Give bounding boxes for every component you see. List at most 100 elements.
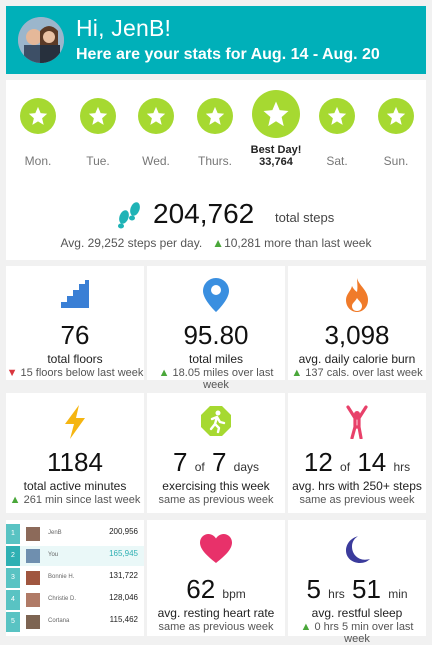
up-arrow-icon: ▲ bbox=[300, 621, 315, 633]
map-pin-icon bbox=[147, 278, 285, 314]
star-icon bbox=[80, 98, 116, 134]
footsteps-icon bbox=[114, 201, 144, 234]
hourly-total: 14 bbox=[357, 447, 387, 477]
day-label: Tue. bbox=[86, 154, 110, 168]
day-tue: Tue. bbox=[68, 98, 128, 168]
star-icon bbox=[378, 98, 414, 134]
miles-value: 95.80 bbox=[183, 320, 249, 350]
weekly-days-panel: Mon. Tue. Wed. Thurs. Best Day! 33,764 bbox=[6, 80, 426, 260]
friend-steps: 165,945 bbox=[109, 549, 138, 558]
exercise-days-total: 7 bbox=[211, 447, 227, 477]
floors-label: total floors bbox=[47, 352, 103, 366]
up-arrow-icon: ▲ bbox=[212, 236, 225, 250]
sleep-change: ▲ 0 hrs 5 min over last week bbox=[288, 621, 426, 645]
calories-value: 3,098 bbox=[324, 320, 390, 350]
floors-tile: 76 total floors ▼ 15 floors below last w… bbox=[6, 266, 144, 380]
leaderboard[interactable]: 1 JenB 200,956 2 You 165,945 3 Bonnie H.… bbox=[6, 520, 144, 636]
exercise-change: same as previous week bbox=[158, 494, 274, 506]
calories-tile: 3,098 avg. daily calorie burn ▲ 137 cals… bbox=[288, 266, 426, 380]
star-icon bbox=[138, 98, 174, 134]
best-day-label: Best Day! bbox=[250, 144, 302, 156]
day-label: Wed. bbox=[142, 154, 170, 168]
star-icon bbox=[197, 98, 233, 134]
exercise-label: exercising this week bbox=[162, 479, 270, 493]
day-label: Mon. bbox=[24, 154, 52, 168]
leaderboard-row[interactable]: 3 Bonnie H. 131,722 bbox=[6, 568, 144, 588]
date-range-title: Here are your stats for Aug. 14 - Aug. 2… bbox=[76, 46, 380, 63]
days-unit: days bbox=[233, 460, 259, 474]
running-icon bbox=[147, 405, 285, 441]
steps-change-text: 10,281 more than last week bbox=[224, 236, 372, 250]
avatar bbox=[26, 593, 40, 607]
lightning-icon bbox=[6, 405, 144, 441]
hrs-unit: hrs bbox=[393, 460, 411, 474]
total-steps-label: total steps bbox=[275, 210, 335, 225]
active-minutes-value: 1184 bbox=[47, 447, 103, 477]
friend-name: JenB bbox=[48, 530, 62, 536]
day-thurs: Thurs. bbox=[185, 98, 245, 168]
miles-change: ▲ 18.05 miles over last week bbox=[147, 367, 285, 391]
hourly-value: 12 of 14 hrs bbox=[288, 447, 426, 478]
sleep-change-text: 0 hrs 5 min over last week bbox=[314, 621, 414, 645]
day-sat: Sat. bbox=[307, 98, 367, 168]
rank-badge: 3 bbox=[6, 568, 20, 588]
active-minutes-change-text: 261 min since last week bbox=[23, 494, 141, 506]
greeting: Hi, JenB! bbox=[76, 15, 172, 41]
hourly-label: avg. hrs with 250+ steps bbox=[292, 479, 422, 493]
floors-change-text: 15 floors below last week bbox=[20, 367, 144, 379]
hourly-count: 12 bbox=[303, 447, 333, 477]
avatar bbox=[26, 549, 40, 563]
sleep-hours: 5 bbox=[306, 574, 321, 604]
rank-badge: 1 bbox=[6, 524, 20, 544]
friend-name: Cortana bbox=[48, 618, 70, 624]
friend-name: Christie D. bbox=[48, 596, 77, 602]
heart-rate-tile: 62 bpm avg. resting heart rate same as p… bbox=[147, 520, 285, 636]
rank-badge: 5 bbox=[6, 612, 20, 632]
calories-change-text: 137 cals. over last week bbox=[305, 367, 423, 379]
active-minutes-tile: 1184 total active minutes ▲ 261 min sinc… bbox=[6, 393, 144, 513]
of-text: of bbox=[340, 460, 351, 474]
of-text: of bbox=[194, 460, 205, 474]
floors-value: 76 bbox=[60, 320, 90, 350]
day-label: Sun. bbox=[383, 154, 409, 168]
total-steps-row: 204,762 total steps bbox=[6, 198, 426, 230]
friend-name: You bbox=[48, 552, 59, 558]
calories-change: ▲ 137 cals. over last week bbox=[288, 367, 426, 379]
avatar bbox=[26, 527, 40, 541]
leaderboard-row[interactable]: 5 Cortana 115,462 bbox=[6, 612, 144, 632]
hourly-change: same as previous week bbox=[299, 494, 415, 506]
leaderboard-row[interactable]: 1 JenB 200,956 bbox=[6, 524, 144, 544]
sleep-label: avg. restful sleep bbox=[311, 606, 403, 620]
miles-change-text: 18.05 miles over last week bbox=[172, 367, 274, 391]
up-arrow-icon: ▲ bbox=[158, 367, 173, 379]
star-icon bbox=[20, 98, 56, 134]
flame-icon bbox=[288, 278, 426, 314]
total-steps-value: 204,762 bbox=[153, 198, 255, 229]
active-minutes-change: ▲ 261 min since last week bbox=[6, 494, 144, 506]
avatar bbox=[26, 571, 40, 585]
leaderboard-row[interactable]: 4 Christie D. 128,046 bbox=[6, 590, 144, 610]
miles-label: total miles bbox=[188, 352, 244, 366]
person-stretch-icon bbox=[288, 405, 426, 441]
star-icon bbox=[252, 90, 300, 138]
friend-steps: 115,462 bbox=[109, 615, 138, 624]
day-wed: Wed. bbox=[126, 98, 186, 168]
day-best: Best Day! 33,764 bbox=[246, 90, 306, 168]
exercise-days-count: 7 bbox=[172, 447, 188, 477]
bpm-unit: bpm bbox=[222, 587, 246, 601]
stairs-icon bbox=[6, 278, 144, 314]
rank-badge: 4 bbox=[6, 590, 20, 610]
best-day-steps: 33,764 bbox=[259, 156, 293, 168]
miles-tile: 95.80 total miles ▲ 18.05 miles over las… bbox=[147, 266, 285, 391]
calories-label: avg. daily calorie burn bbox=[298, 352, 416, 366]
avatar bbox=[18, 17, 64, 63]
friend-steps: 128,046 bbox=[109, 593, 138, 602]
hourly-steps-tile: 12 of 14 hrs avg. hrs with 250+ steps sa… bbox=[288, 393, 426, 513]
exercise-tile: 7 of 7 days exercising this week same as… bbox=[147, 393, 285, 513]
friend-steps: 131,722 bbox=[109, 571, 138, 580]
rank-badge: 2 bbox=[6, 546, 20, 566]
star-icon bbox=[319, 98, 355, 134]
heart-rate-label: avg. resting heart rate bbox=[157, 606, 275, 620]
leaderboard-row[interactable]: 2 You 165,945 bbox=[6, 546, 144, 566]
